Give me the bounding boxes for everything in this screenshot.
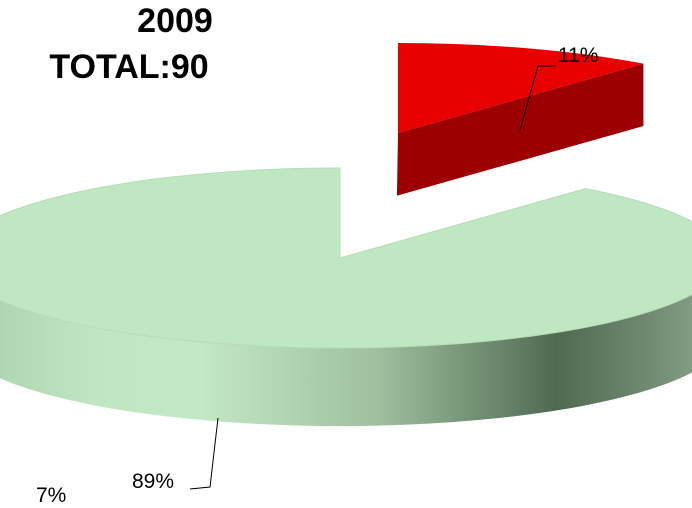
- slice-label-green: 89%: [132, 470, 175, 493]
- leader-line-red: [519, 65, 556, 131]
- green-slice-top: [0, 167, 692, 349]
- chart-title-total: TOTAL:90: [49, 48, 209, 86]
- red-slice-cut-wall: [398, 63, 644, 196]
- chart-title-year: 2009: [137, 2, 213, 40]
- leader-line-green: [189, 417, 219, 490]
- slice-label-red: 11%: [558, 44, 599, 67]
- red-slice-start-wall: [397, 133, 398, 196]
- red-slice-top: [398, 43, 644, 133]
- green-slice-side: [0, 294, 692, 426]
- partial-label: 7%: [36, 484, 67, 507]
